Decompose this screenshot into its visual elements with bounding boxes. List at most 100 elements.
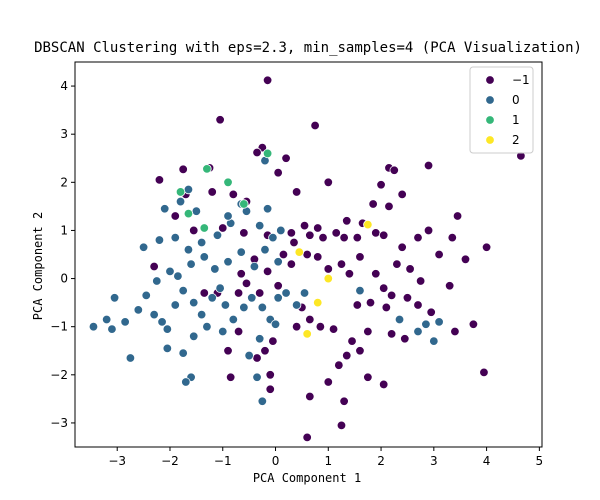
data-point [318,232,328,243]
data-point [233,288,244,298]
data-point [107,324,117,334]
y-tick-label: 0 [60,272,68,286]
data-point [378,283,389,293]
data-point [175,187,186,197]
data-point [149,309,159,320]
data-point [239,302,249,313]
data-point [323,273,333,284]
data-point [336,259,347,269]
data-point [260,244,270,255]
data-point [294,247,304,257]
legend-label: 0 [512,93,520,107]
data-point [186,259,196,269]
data-point [450,326,460,337]
data-point [336,420,347,431]
x-axis-label: PCA Component 1 [253,471,361,485]
legend-label: 2 [512,133,520,147]
x-tick-label: 4 [483,454,491,468]
data-point [278,249,289,260]
data-point [291,300,302,310]
legend-label: 1 [512,113,520,127]
data-point [394,314,405,325]
data-point [210,264,220,274]
data-point [302,329,312,339]
data-point [252,147,262,158]
data-point [402,293,413,303]
data-point [268,336,278,346]
data-point [223,211,233,221]
data-point [154,175,165,185]
data-point [157,317,167,327]
data-point [181,377,191,387]
plot-area [74,61,543,448]
x-tick-label: −1 [214,454,232,468]
chart-title: DBSCAN Clustering with eps=2.3, min_samp… [34,40,582,56]
data-point [262,75,273,85]
data-point [355,252,365,262]
data-point [313,252,323,262]
data-point [334,360,344,370]
data-point [141,290,151,301]
data-point [421,319,431,329]
data-point [165,266,175,277]
data-point [233,326,244,337]
x-tick-label: −3 [108,454,126,468]
data-point [223,257,233,267]
data-point [434,249,444,260]
data-point [339,396,349,406]
data-point [273,257,283,267]
data-point [342,350,352,361]
data-point [189,225,199,236]
data-point [88,321,99,332]
y-axis-ticks: −3 −2 −1 0 1 2 3 4 [50,79,75,430]
data-point [276,225,286,236]
y-tick-label: 1 [60,223,68,237]
data-point [228,189,239,200]
data-point [173,271,183,281]
data-point [302,432,312,443]
data-point [254,220,265,231]
y-tick-label: 4 [60,79,68,93]
data-point [202,164,212,174]
data-point [389,165,399,175]
data-point [183,184,194,195]
data-point [241,278,252,289]
x-tick-label: 3 [430,454,438,468]
data-point [376,180,386,190]
data-point [125,353,136,363]
data-point [273,281,283,291]
data-point [133,305,144,315]
legend: −1 0 1 2 [469,66,534,154]
data-point [270,319,281,329]
data-point [262,148,273,159]
data-point [225,372,236,382]
data-point [268,232,278,243]
y-tick-label: −1 [50,320,68,334]
data-point [109,293,120,303]
data-point [291,321,302,332]
data-point [384,201,394,212]
data-point [286,228,297,238]
y-tick-label: −2 [50,368,68,382]
y-tick-label: −3 [50,416,68,430]
data-point [244,350,254,361]
data-point [305,314,315,325]
data-point [228,314,239,325]
data-point [207,293,217,303]
data-point [281,288,291,298]
data-point [289,237,299,248]
data-point [236,269,246,279]
data-point [257,302,268,313]
data-point [183,244,194,255]
legend-marker [485,135,495,145]
x-axis-ticks: −3 −2 −1 0 1 2 3 4 5 [108,447,543,468]
data-point [212,230,223,240]
data-point [413,300,423,310]
data-point [202,321,212,332]
data-point [286,259,297,269]
data-point [313,223,323,233]
data-point [429,336,439,346]
data-point [481,242,492,252]
data-point [138,242,149,252]
